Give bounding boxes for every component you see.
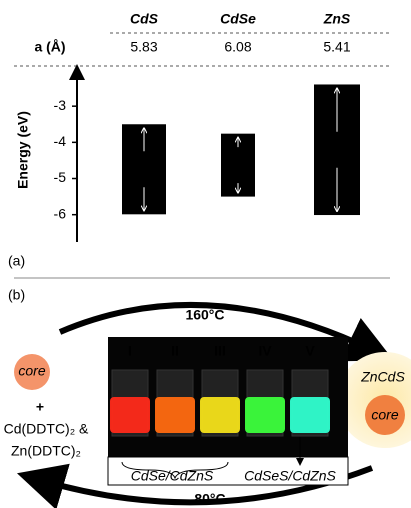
column-header: CdS bbox=[130, 11, 159, 27]
vial-glow bbox=[200, 397, 240, 433]
precursor: Zn(DDTC)₂ bbox=[11, 443, 81, 459]
sample-label: V bbox=[305, 343, 315, 359]
panel-label: (a) bbox=[8, 253, 25, 269]
group-label: CdSe/CdZnS bbox=[131, 468, 214, 484]
panel-label: (b) bbox=[8, 287, 25, 303]
sample-label: I bbox=[128, 343, 132, 359]
gap-label: 3.61 bbox=[328, 136, 344, 163]
column-header: CdSe bbox=[220, 11, 256, 27]
group-label: CdSeS/CdZnS bbox=[244, 468, 336, 484]
y-tick-label: -5 bbox=[54, 169, 67, 185]
temperature: 160°C bbox=[185, 307, 224, 323]
y-tick-label: -6 bbox=[54, 205, 67, 221]
sample-label: IV bbox=[258, 343, 272, 359]
caption-box bbox=[107, 456, 349, 486]
gap-label: 1.74 bbox=[229, 151, 245, 178]
sample-label: II bbox=[171, 343, 179, 359]
shell-label: ZnCdS bbox=[360, 369, 405, 385]
row-label: a (Å) bbox=[34, 39, 65, 55]
arrow bbox=[58, 301, 394, 362]
lattice-value: 5.41 bbox=[323, 39, 350, 55]
vial-glow bbox=[155, 397, 195, 433]
y-tick-label: -4 bbox=[54, 133, 67, 149]
core-icon bbox=[365, 395, 405, 435]
vial-glow bbox=[290, 397, 330, 433]
lattice-value: 6.08 bbox=[224, 39, 251, 55]
column-header: ZnS bbox=[323, 11, 351, 27]
temperature: 80°C bbox=[194, 491, 225, 507]
brace bbox=[121, 461, 229, 480]
y-tick-label: -3 bbox=[54, 97, 67, 113]
core-icon bbox=[14, 354, 50, 390]
core-label: core bbox=[18, 363, 45, 379]
y-axis-label: Energy (eV) bbox=[15, 111, 31, 189]
lattice-value: 5.83 bbox=[130, 39, 157, 55]
core-label: core bbox=[371, 407, 398, 423]
vial-glow bbox=[245, 397, 285, 433]
vial-glow bbox=[110, 397, 150, 433]
sample-label: III bbox=[214, 343, 226, 359]
precursor: Cd(DDTC)₂ & bbox=[4, 421, 89, 437]
plus: + bbox=[36, 399, 44, 415]
gap-label: 2.49 bbox=[135, 155, 151, 182]
